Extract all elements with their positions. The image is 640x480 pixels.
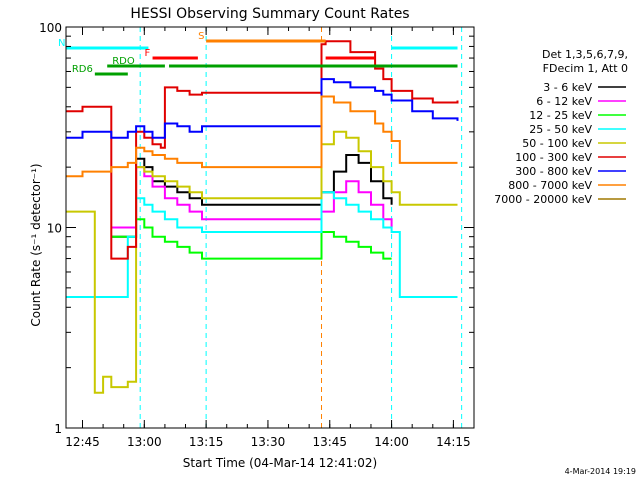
- legend-label: 50 - 100 keV: [522, 137, 592, 150]
- x-tick-label: 14:15: [436, 435, 471, 449]
- legend-label: 6 - 12 keV: [536, 95, 592, 108]
- legend-label: 300 - 800 keV: [515, 165, 592, 178]
- x-axis-label: Start Time (04-Mar-14 12:41:02): [183, 456, 377, 470]
- x-tick-label: 13:30: [251, 435, 286, 449]
- legend: Det 1,3,5,6,7,9, FDecim 1, Att 0 3 - 6 k…: [494, 48, 628, 206]
- series-line-3: [66, 191, 458, 298]
- flag-label-rdo: RDO: [112, 56, 135, 67]
- y-tick-label: 10: [47, 222, 62, 236]
- legend-label: 800 - 7000 keV: [508, 179, 592, 192]
- x-axis: 12:45 13:00 13:15 13:30 13:45 14:00 14:15: [65, 27, 475, 449]
- chart-title: HESSI Observing Summary Count Rates: [130, 6, 409, 22]
- series-line-7: [66, 95, 458, 178]
- legend-label: 7000 - 20000 keV: [494, 193, 592, 206]
- x-tick-label: 14:00: [374, 435, 409, 449]
- flag-label-s: S: [198, 31, 204, 42]
- series-line-1: [111, 166, 393, 229]
- legend-label: 25 - 50 keV: [529, 123, 592, 136]
- timestamp: 4-Mar-2014 19:19: [565, 467, 636, 476]
- legend-label: 12 - 25 keV: [529, 109, 592, 122]
- series-line-2: [111, 218, 392, 260]
- legend-header-line-2: FDecim 1, Att 0: [543, 62, 628, 75]
- plot-area: N S F RDO RD6: [58, 27, 463, 428]
- flag-label-f: F: [145, 48, 151, 59]
- series-line-6: [66, 78, 459, 139]
- y-tick-label: 100: [39, 21, 62, 35]
- x-tick-label: 13:45: [312, 435, 347, 449]
- y-axis: 1 10 100: [39, 21, 474, 436]
- series-line-5: [66, 40, 459, 260]
- x-tick-label: 13:15: [189, 435, 224, 449]
- y-axis-label: Count Rate (s⁻¹ detector⁻¹): [29, 163, 43, 326]
- legend-label: 3 - 6 keV: [543, 81, 592, 94]
- legend-header-line-1: Det 1,3,5,6,7,9,: [542, 48, 628, 61]
- series-line-4: [66, 130, 458, 394]
- legend-label: 100 - 300 keV: [515, 151, 592, 164]
- x-tick-label: 12:45: [65, 435, 100, 449]
- flag-label-rd6: RD6: [72, 64, 93, 75]
- y-tick-label: 1: [54, 422, 62, 436]
- x-tick-label: 13:00: [127, 435, 162, 449]
- flag-label-n: N: [58, 38, 65, 49]
